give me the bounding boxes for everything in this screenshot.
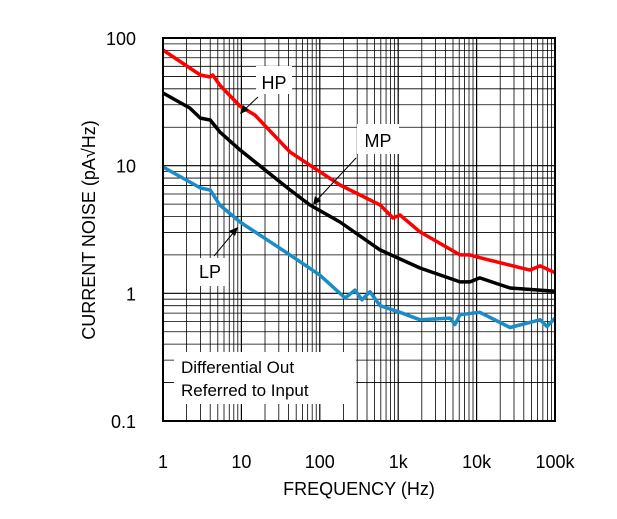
x-tick-label: 100	[305, 452, 335, 472]
annotation-line-1: Differential Out	[181, 358, 294, 377]
x-tick-label: 10k	[462, 452, 492, 472]
label-mp: MP	[365, 131, 392, 151]
series-line-lp	[162, 165, 557, 330]
x-tick-label: 10	[231, 452, 251, 472]
series-line-mp	[162, 91, 556, 293]
annotation-line-2: Referred to Input	[181, 381, 309, 400]
tick-labels: 1 10 100 1k 10k 100k 0.1 1 10 100	[106, 29, 576, 472]
x-tick-label: 1	[158, 452, 168, 472]
x-axis-label: FREQUENCY (Hz)	[283, 479, 435, 499]
x-tick-label: 100k	[535, 452, 575, 472]
label-hp: HP	[261, 73, 286, 93]
annotation-box: Differential Out Referred to Input	[174, 352, 356, 404]
plot-frame	[162, 37, 556, 422]
annotation-mp: MP	[313, 124, 399, 205]
series-lines	[162, 48, 557, 330]
y-tick-label: 100	[106, 29, 136, 49]
label-lp: LP	[199, 262, 221, 282]
y-axis-label: CURRENT NOISE (pA√Hz)	[79, 120, 99, 340]
y-tick-label: 0.1	[111, 412, 136, 432]
y-tick-label: 1	[126, 284, 136, 304]
series-line-hp	[162, 48, 556, 275]
y-tick-label: 10	[116, 157, 136, 177]
annotation-lp: LP	[192, 227, 238, 286]
annotation-hp: HP	[240, 66, 292, 114]
x-tick-label: 1k	[389, 452, 409, 472]
